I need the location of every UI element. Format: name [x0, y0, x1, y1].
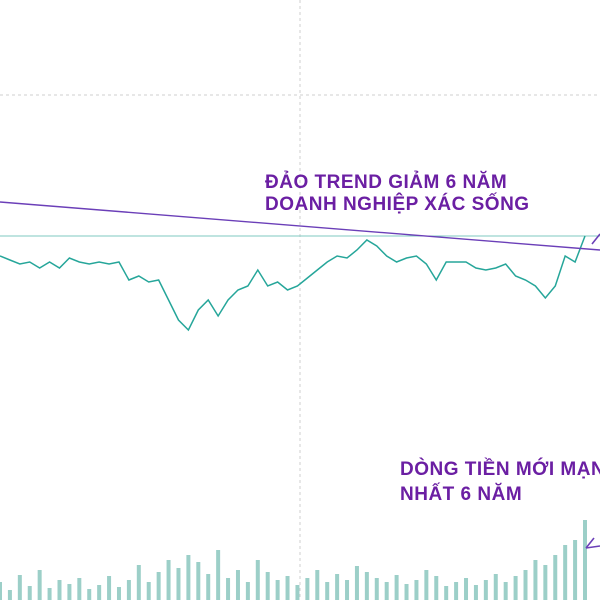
- volume-bar: [573, 540, 578, 600]
- volume-bar: [47, 588, 52, 600]
- price-line: [0, 235, 586, 332]
- volume-bar: [196, 562, 201, 600]
- volume-bar: [404, 584, 409, 600]
- annotation: ĐẢO TREND GIẢM 6 NĂM: [265, 171, 507, 193]
- volume-bar: [17, 575, 22, 600]
- volume-bar: [37, 570, 42, 600]
- volume-bar: [146, 582, 151, 600]
- volume-bar: [533, 560, 538, 600]
- volume-bar: [295, 585, 300, 600]
- annotation: DÒNG TIỀN MỚI MẠN: [400, 458, 600, 480]
- volume-bar: [97, 585, 102, 600]
- volume-bar: [87, 589, 92, 600]
- volume-bar: [216, 550, 221, 600]
- volume-bar: [67, 584, 72, 600]
- volume-bar: [394, 575, 399, 600]
- volume-bar: [434, 576, 439, 600]
- trend-line: [0, 201, 600, 251]
- volume-bar: [374, 578, 379, 600]
- volume-bar: [206, 574, 211, 600]
- volume-bar: [305, 578, 310, 600]
- volume-bar: [7, 590, 12, 600]
- volume-bar: [0, 582, 2, 600]
- volume-bar: [454, 582, 459, 600]
- volume-bar: [444, 586, 449, 600]
- annotation: NHẤT 6 NĂM: [400, 483, 522, 505]
- volume-bar: [156, 572, 161, 600]
- volume-bar: [226, 578, 231, 600]
- volume-bar: [493, 574, 498, 600]
- volume-bar: [523, 570, 528, 600]
- volume-bar: [116, 587, 121, 600]
- annotation: DOANH NGHIỆP XÁC SỐNG: [265, 193, 530, 215]
- volume-bar: [245, 582, 250, 600]
- volume-bar: [513, 576, 518, 600]
- volume-bar: [354, 566, 359, 600]
- volume-bar: [265, 572, 270, 600]
- volume-bar: [414, 580, 419, 600]
- volume-bar: [285, 576, 290, 600]
- volume-bar: [186, 555, 191, 600]
- volume-bar: [543, 565, 548, 600]
- volume-bar: [464, 578, 469, 600]
- volume-bar: [384, 582, 389, 600]
- volume-bar: [255, 560, 260, 600]
- volume-bar: [473, 585, 478, 600]
- volume-bar: [345, 580, 350, 600]
- volume-bar: [335, 574, 340, 600]
- volume-bar: [126, 580, 131, 600]
- volume-bar: [235, 570, 240, 600]
- volume-bar: [325, 582, 330, 600]
- volume-bar: [483, 580, 488, 600]
- volume-bar: [364, 572, 369, 600]
- volume-bar: [136, 565, 141, 600]
- volume-bar: [57, 580, 62, 600]
- arrow: [585, 233, 600, 549]
- volume-bar: [553, 555, 558, 600]
- volume-bar: [176, 568, 181, 600]
- volume-bar: [27, 586, 32, 600]
- volume-bar: [107, 576, 112, 600]
- volume-bar: [583, 520, 587, 600]
- volume-bar: [503, 582, 508, 600]
- volume-bar: [166, 560, 171, 600]
- plot: [0, 235, 587, 600]
- volume-bar: [315, 570, 320, 600]
- volume-bar: [563, 545, 568, 600]
- volume-bar: [424, 570, 429, 600]
- volume-bar: [275, 580, 280, 600]
- volume-bar: [77, 578, 82, 600]
